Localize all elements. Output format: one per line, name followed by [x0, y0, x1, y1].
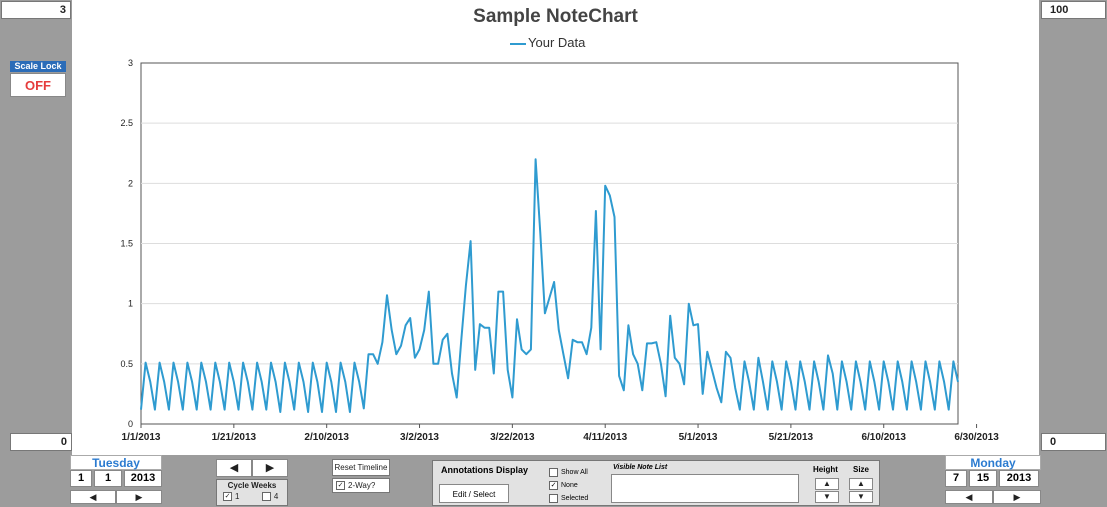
end-day-label: Monday [945, 455, 1041, 470]
two-way-label: 2-Way? [348, 481, 376, 490]
cycle-1-checkbox[interactable]: ✓ [223, 492, 232, 502]
annotations-title: Annotations Display [441, 465, 529, 475]
scale-lock-label: Scale Lock [10, 61, 66, 72]
selected-checkbox[interactable] [549, 493, 558, 503]
legend-label: Your Data [528, 35, 586, 50]
annotations-panel: Annotations Display Edit / Select Show A… [432, 460, 880, 506]
x-max-input[interactable]: 100 [1041, 1, 1106, 19]
start-date-field[interactable]: 1 [94, 470, 122, 487]
start-day-label: Tuesday [70, 455, 162, 470]
none-checkbox[interactable]: ✓ [549, 480, 558, 490]
size-up-button[interactable]: ▲ [849, 478, 873, 490]
end-year-field[interactable]: 2013 [999, 470, 1039, 487]
cycle-next-button[interactable]: ▶ [252, 459, 288, 477]
height-up-button[interactable]: ▲ [815, 478, 839, 490]
y-max-input[interactable]: 3 [1, 1, 71, 19]
chart-title: Sample NoteChart [473, 6, 638, 27]
cycle-weeks-group: Cycle Weeks ✓ 1 4 [216, 479, 288, 506]
size-down-button[interactable]: ▼ [849, 491, 873, 503]
reset-timeline-button[interactable]: Reset Timeline [332, 459, 390, 476]
legend-line-icon [510, 42, 526, 45]
height-down-button[interactable]: ▼ [815, 491, 839, 503]
note-list-box[interactable] [611, 474, 799, 503]
cycle-weeks-label: Cycle Weeks [227, 481, 277, 490]
size-label: Size [853, 465, 870, 474]
selected-label: Selected [561, 495, 589, 502]
two-way-checkbox[interactable]: ✓ [336, 481, 345, 491]
x-min-input[interactable]: 0 [1041, 433, 1106, 451]
show-all-label: Show All [561, 469, 588, 476]
scale-lock-toggle[interactable]: OFF [10, 73, 66, 97]
two-way-group: ✓ 2-Way? [332, 478, 390, 493]
cycle-prev-button[interactable]: ◀ [216, 459, 252, 477]
edit-select-button[interactable]: Edit / Select [439, 484, 509, 503]
end-date-prev-button[interactable]: ◀ [945, 490, 993, 504]
end-date-next-button[interactable]: ▶ [993, 490, 1041, 504]
end-date-field[interactable]: 15 [969, 470, 997, 487]
height-label: Height [813, 465, 838, 474]
start-date-next-button[interactable]: ▶ [116, 490, 162, 504]
start-month-field[interactable]: 1 [70, 470, 92, 487]
cycle-4-label: 4 [273, 492, 279, 501]
show-all-checkbox[interactable] [549, 467, 558, 477]
cycle-4-checkbox[interactable] [261, 492, 271, 502]
y-min-input[interactable]: 0 [10, 433, 72, 451]
chart-legend: Your Data [510, 35, 585, 50]
none-label: None [561, 482, 578, 489]
start-year-field[interactable]: 2013 [124, 470, 162, 487]
cycle-1-label: 1 [235, 492, 240, 501]
start-date-prev-button[interactable]: ◀ [70, 490, 116, 504]
end-month-field[interactable]: 7 [945, 470, 967, 487]
note-list-label: Visible Note List [613, 464, 668, 471]
chart-panel [72, 0, 1039, 455]
